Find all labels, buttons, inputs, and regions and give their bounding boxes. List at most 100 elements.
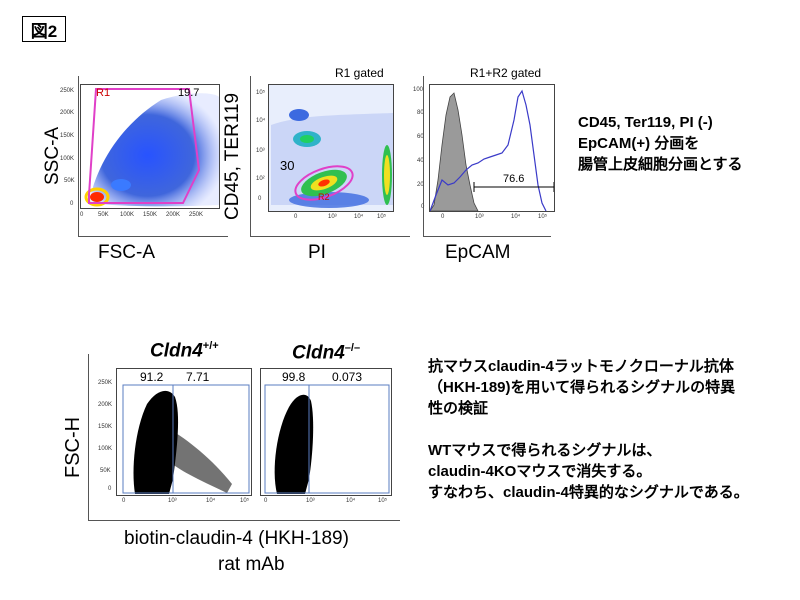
panel2-pop-top [289, 109, 309, 121]
panel1-xtick: 150K [143, 212, 158, 218]
top-note-line: CD45, Ter119, PI (-) [578, 114, 713, 131]
panel1-ytick: 200K [60, 110, 75, 116]
panel2-plot-area [268, 84, 394, 212]
panel2-ytick: 10² [256, 176, 265, 182]
panel3-y-axis [423, 76, 424, 236]
panel2-gate-name: R2 [318, 192, 330, 202]
bottom-xtick: 10⁴ [206, 498, 216, 504]
bottom-note-line: すなわち、claudin-4特異的なシグナルである。 [428, 484, 749, 501]
plot-ko-cloud [274, 394, 314, 494]
panel-epcam-hist: R1+R2 gated 100 80 60 40 20 0 76.6 0 10³… [405, 66, 565, 270]
bottom-xtick: 10⁵ [240, 498, 250, 504]
plot-wt-right-percent: 7.71 [186, 370, 210, 384]
panel3-hist-blue [430, 89, 547, 211]
panel1-y-axis [78, 76, 79, 236]
genotype-wt-sup: +/+ [202, 340, 219, 352]
panel1-hot-spot [90, 192, 104, 202]
panel2-xlabel: PI [308, 242, 326, 263]
panel3-plot-area [429, 84, 555, 212]
panel2-xtick: 10³ [328, 214, 337, 220]
plot-ko-left-percent: 99.8 [282, 370, 306, 384]
panel1-x-axis [78, 236, 228, 237]
bottom-ylabel: FSC-H [62, 416, 84, 478]
panel2-ytick: 0 [258, 196, 262, 202]
plot-ko [260, 368, 392, 496]
panel2-ytick: 10⁴ [256, 118, 266, 124]
panel2-gate-percent: 30 [280, 158, 295, 173]
bottom-y-axis [88, 354, 89, 520]
bottom-xtick: 0 [122, 498, 126, 504]
panel1-xtick: 250K [189, 212, 204, 218]
figure-label: 図2 [22, 16, 66, 42]
panel3-ytick: 0 [421, 204, 424, 210]
bottom-ytick: 150K [98, 424, 113, 430]
bottom-xlabel-line1: biotin-claudin-4 (HKH-189) [124, 528, 349, 549]
bottom-ytick: 250K [98, 380, 113, 386]
panel1-xtick: 100K [120, 212, 135, 218]
panel1-gate-percent: 19.7 [178, 87, 200, 99]
bottom-x-axis [88, 520, 400, 521]
plot-ko-gate-right [308, 384, 390, 494]
bottom-ytick: 100K [98, 446, 113, 452]
bottom-note-line: （HKH-189)を用いて得られるシグナルの特異 [428, 379, 736, 396]
plot-ko-right-percent: 0.073 [332, 370, 363, 384]
bottom-xtick: 10³ [168, 498, 177, 504]
panel3-xtick: 0 [441, 214, 445, 220]
panel1-ytick: 250K [60, 88, 75, 94]
panel1-xtick: 50K [98, 212, 109, 218]
panel3-ytick: 100 [413, 87, 424, 93]
panel1-xtick: 0 [80, 212, 84, 218]
bottom-xtick: 10³ [306, 498, 315, 504]
panel2-x-axis [250, 236, 410, 237]
panel3-ytick: 40 [417, 158, 424, 164]
panel3-title: R1+R2 gated [470, 66, 542, 80]
panel1-plot-area [80, 84, 220, 209]
bottom-figure: Cldn4+/+ Cldn4–/– FSC-H 91.2 7.71 99.8 0… [60, 340, 400, 600]
panel1-gate-r1 [88, 88, 201, 204]
panel3-xtick: 10⁵ [538, 214, 548, 220]
plot-wt-left-percent: 91.2 [140, 370, 164, 384]
bottom-note-line: WTマウスで得られるシグナルは、 [428, 442, 662, 459]
bottom-ytick: 50K [100, 468, 111, 474]
panel3-x-axis [423, 236, 551, 237]
panel3-xtick: 10³ [475, 214, 484, 220]
top-note-line: 腸管上皮細胞分画とする [578, 156, 743, 173]
top-note: CD45, Ter119, PI (-) EpCAM(+) 分画を 腸管上皮細胞… [578, 112, 743, 175]
bottom-note: 抗マウスclaudin-4ラットモノクローナル抗体 （HKH-189)を用いて得… [428, 356, 749, 503]
genotype-ko-sup: –/– [344, 342, 361, 354]
bottom-note-line: 抗マウスclaudin-4ラットモノクローナル抗体 [428, 358, 734, 375]
bottom-note-line: 性の検証 [428, 400, 489, 417]
panel2-xtick: 0 [294, 214, 298, 220]
panel3-ytick: 60 [417, 134, 424, 140]
bottom-ytick: 200K [98, 402, 113, 408]
panel1-xtick: 200K [166, 212, 181, 218]
panel1-xlabel: FSC-A [98, 242, 155, 263]
panel1-ytick: 50K [64, 178, 75, 184]
panel3-ytick: 20 [417, 182, 424, 188]
bottom-xtick: 10⁴ [346, 498, 356, 504]
bottom-xtick: 10⁵ [378, 498, 388, 504]
panel2-y-axis [250, 76, 251, 236]
plot-wt-gate-right [172, 384, 250, 494]
panel3-ytick: 80 [417, 110, 424, 116]
panel1-ytick: 100K [60, 156, 75, 162]
panel-pi-cd45: R1 gated CD45, TER119 10⁵ 10⁴ 10³ 10² 0 … [220, 66, 410, 270]
panel3-gate-percent: 76.6 [503, 173, 525, 185]
top-note-line: EpCAM(+) 分画を [578, 135, 700, 152]
bottom-ytick: 0 [108, 486, 112, 492]
plot-wt-cloud [133, 390, 179, 494]
genotype-ko: Cldn4–/– [292, 342, 360, 364]
panel-fsc-ssc: SSC-A 250K 200K 150K 100K 50K 0 R1 19.7 … [40, 70, 228, 263]
bottom-note-spacer [428, 419, 749, 440]
panel1-population-cloud [89, 93, 219, 207]
plot-wt [116, 368, 252, 496]
panel2-xtick: 10⁵ [377, 214, 387, 220]
bottom-xlabel-line2: rat mAb [218, 554, 285, 575]
panel2-ylabel: CD45, TER119 [222, 92, 243, 220]
genotype-wt-name: Cldn4 [150, 340, 203, 362]
panel2-ytick: 10⁵ [256, 90, 266, 96]
panel2-title: R1 gated [335, 66, 384, 80]
panel2-gate-r2 [294, 165, 354, 201]
bottom-note-line: claudin-4KOマウスで消失する。 [428, 463, 652, 480]
panel1-ytick: 0 [70, 201, 74, 207]
